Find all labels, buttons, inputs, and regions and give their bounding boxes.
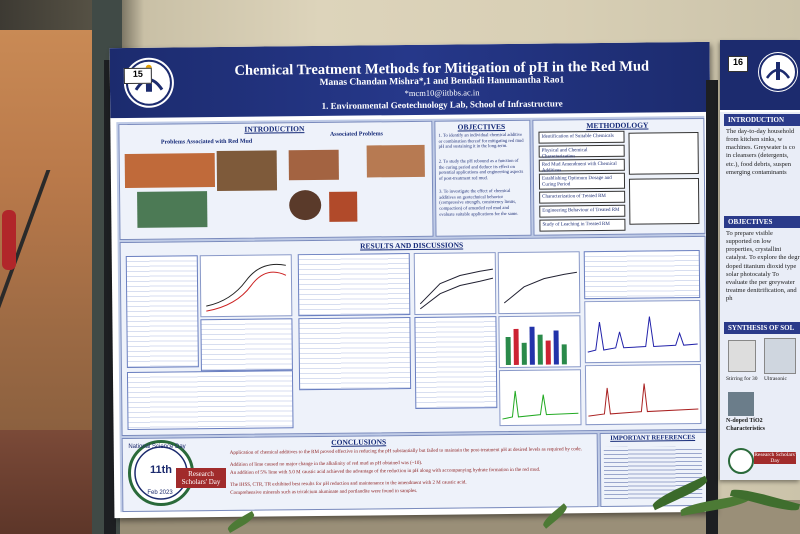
method-step-1-label: Identification of Suitable Chemicals bbox=[541, 133, 614, 140]
side-poster-body: INTRODUCTION The day-to-day household fr… bbox=[720, 112, 800, 480]
lime-ph-table bbox=[583, 249, 701, 300]
red-mud-photo-6 bbox=[329, 191, 358, 222]
ph-variation-table bbox=[297, 253, 411, 317]
method-step-4-label: Establishing Optimum Dosage and Curing P… bbox=[541, 175, 612, 188]
poster-number: 15 bbox=[123, 67, 152, 85]
side-label-ndoped: N-doped TiO2 bbox=[726, 418, 763, 424]
badge-date: Feb 2023 bbox=[147, 490, 173, 496]
red-mud-photo-1 bbox=[124, 153, 216, 189]
red-mud-photo-3 bbox=[137, 191, 208, 228]
tio2-sample-photo bbox=[728, 392, 754, 416]
method-step-1: Identification of Suitable Chemicals bbox=[538, 130, 625, 144]
method-step-6: Engineering Behaviour of Treated RM bbox=[539, 204, 626, 218]
side-intro-text: The day-to-day household from kitchen si… bbox=[726, 128, 795, 176]
red-mud-photo-5 bbox=[366, 144, 425, 178]
objectives-heading: OBJECTIVES bbox=[457, 122, 506, 132]
grain-size-chart bbox=[199, 254, 293, 318]
side-label-characteristics: Characteristics bbox=[726, 426, 765, 432]
xrd-chart-1 bbox=[584, 299, 701, 364]
research-scholars-day-label: Research Scholars' Day bbox=[176, 468, 226, 488]
ibc-comparison-table bbox=[126, 370, 294, 430]
side-badge-text: Research Scholars' Day bbox=[754, 452, 796, 464]
side-label-stirring: Stirring for 30 bbox=[726, 376, 758, 382]
side-poster: 16 INTRODUCTION The day-to-day household… bbox=[720, 40, 800, 480]
side-synthesis-heading: SYNTHESIS OF SOL bbox=[724, 322, 800, 334]
method-detail-box-1 bbox=[628, 131, 699, 175]
method-step-6-label: Engineering Behaviour of Treated RM bbox=[542, 207, 620, 214]
fire-extinguisher bbox=[2, 210, 16, 270]
red-mud-sample-photo bbox=[289, 189, 322, 221]
xrd-chart-2 bbox=[498, 369, 582, 427]
objective-item-1: 1. To identify an individual chemical ad… bbox=[438, 131, 524, 150]
method-step-5: Characterization of Treated RM bbox=[539, 190, 626, 204]
side-intro-heading: INTRODUCTION bbox=[724, 114, 800, 126]
properties-table bbox=[125, 255, 199, 368]
side-objectives-text: To prepare visible supported on low prop… bbox=[726, 230, 800, 302]
method-detail-box-2 bbox=[628, 177, 700, 225]
poster-stand-right bbox=[706, 80, 718, 534]
leachate-table bbox=[298, 317, 412, 391]
ph-curve-chart-1 bbox=[413, 252, 497, 315]
side-label-ultrasonic: Ultrasonic bbox=[764, 376, 787, 382]
main-poster: 15 Chemical Treatment Methods for Mitiga… bbox=[109, 41, 715, 519]
method-step-3: Red Mud Amendment with Chemical Additive… bbox=[538, 158, 625, 174]
method-step-7-label: Study of Leaching in Treated RM bbox=[542, 221, 610, 228]
side-badge-icon bbox=[728, 448, 754, 474]
side-objectives-heading: OBJECTIVES bbox=[724, 216, 800, 228]
ultrasonic-illustration bbox=[764, 338, 796, 374]
red-mud-photo-4 bbox=[288, 149, 339, 181]
objective-item-3: 3. To investigate the effect of chemical… bbox=[439, 187, 519, 217]
poster-body: INTRODUCTION Problems Associated with Re… bbox=[116, 115, 709, 513]
quantifying-behaviour-table bbox=[414, 316, 498, 409]
method-step-5-label: Characterization of Treated RM bbox=[542, 193, 606, 200]
side-poster-number: 16 bbox=[728, 56, 748, 72]
method-step-4: Establishing Optimum Dosage and Curing P… bbox=[538, 172, 626, 190]
stirrer-illustration bbox=[728, 340, 756, 372]
side-institute-logo bbox=[758, 52, 798, 92]
method-step-2: Physical and Chemical Characterization bbox=[538, 144, 625, 160]
objective-item-2: 2. To study the pH rebound as a function… bbox=[438, 157, 524, 181]
ucs-table bbox=[200, 318, 293, 372]
red-mud-photo-2 bbox=[216, 150, 278, 192]
badge-label: National Science Day bbox=[128, 444, 186, 450]
methodology-heading: METHODOLOGY bbox=[586, 120, 649, 131]
xrd-chart-3 bbox=[584, 363, 702, 426]
method-step-7: Study of Leaching in Treated RM bbox=[539, 218, 626, 232]
bar-chart bbox=[498, 315, 581, 369]
ph-curve-chart-2 bbox=[497, 251, 581, 315]
problems-heading: Problems Associated with Red Mud bbox=[160, 138, 253, 146]
badge-number: 11th bbox=[150, 464, 173, 476]
references-heading: IMPORTANT REFERENCES bbox=[610, 434, 696, 442]
